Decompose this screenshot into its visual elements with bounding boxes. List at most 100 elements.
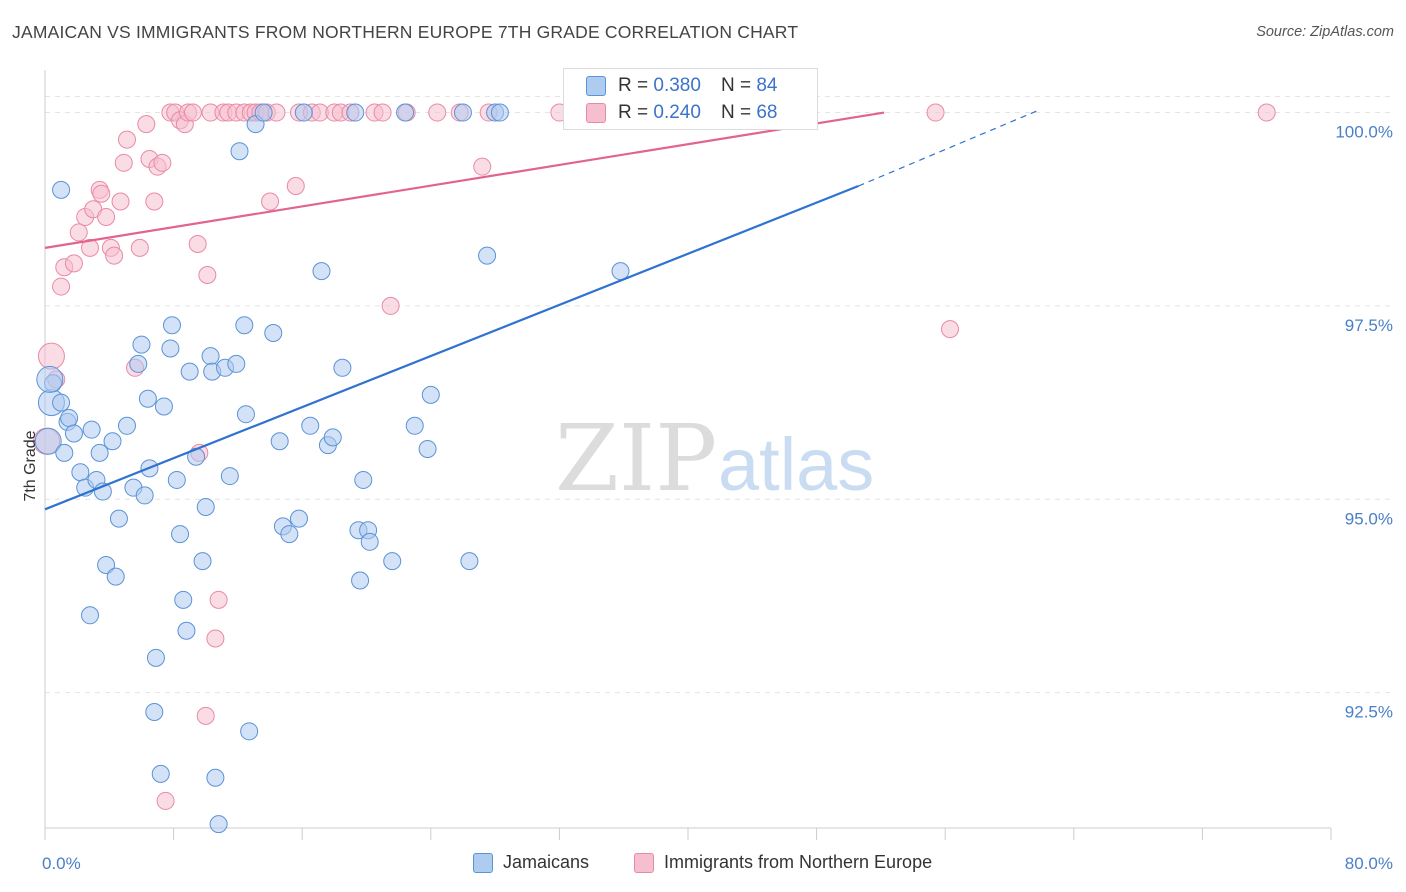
point-jamaicans	[264, 323, 283, 342]
point-jamaicans	[220, 467, 239, 486]
point-jamaicans	[270, 432, 289, 451]
point-jamaicans	[333, 358, 352, 377]
point-jamaicans	[312, 262, 331, 281]
swatch-immigrants	[586, 103, 606, 123]
point-jamaicans	[354, 470, 373, 489]
point-immigrants	[261, 192, 280, 211]
point-immigrants	[37, 342, 65, 370]
trend-line-jamaicans-extension	[858, 110, 1038, 187]
point-jamaicans	[55, 443, 74, 462]
point-jamaicans	[154, 397, 173, 416]
point-immigrants	[473, 157, 492, 176]
trend-line-jamaicans	[44, 184, 859, 511]
point-immigrants	[81, 238, 100, 257]
point-immigrants	[1257, 103, 1276, 122]
point-immigrants	[156, 791, 175, 810]
point-jamaicans	[236, 405, 255, 424]
point-jamaicans	[196, 498, 215, 517]
point-jamaicans	[323, 428, 342, 447]
point-immigrants	[373, 103, 392, 122]
point-jamaicans	[201, 347, 220, 366]
bottom-legend: Jamaicans Immigrants from Northern Europ…	[0, 852, 1406, 876]
point-immigrants	[428, 103, 447, 122]
point-immigrants	[145, 192, 164, 211]
watermark-atlas: atlas	[718, 423, 874, 506]
point-jamaicans	[240, 722, 259, 741]
point-immigrants	[69, 223, 88, 242]
trend-lines	[44, 110, 1038, 511]
point-jamaicans	[235, 316, 254, 335]
point-jamaicans	[289, 509, 308, 528]
point-jamaicans	[81, 606, 100, 625]
point-jamaicans	[180, 362, 199, 381]
point-jamaicans	[64, 424, 83, 443]
point-immigrants	[64, 254, 83, 273]
chart-title: JAMAICAN VS IMMIGRANTS FROM NORTHERN EUR…	[12, 22, 799, 42]
point-immigrants	[926, 103, 945, 122]
point-jamaicans	[421, 385, 440, 404]
point-jamaicans	[301, 416, 320, 435]
point-jamaicans	[103, 432, 122, 451]
point-jamaicans	[346, 103, 365, 122]
n-value-blue: 84	[756, 75, 778, 96]
legend-label-immigrants: Immigrants from Northern Europe	[664, 852, 933, 872]
point-immigrants	[52, 277, 71, 296]
point-jamaicans	[97, 556, 116, 575]
point-immigrants	[286, 177, 305, 196]
y-axis-label: 7th Grade	[22, 430, 39, 501]
point-jamaicans	[490, 103, 509, 122]
point-jamaicans	[106, 567, 125, 586]
legend-item-immigrants[interactable]: Immigrants from Northern Europe	[634, 852, 932, 873]
point-jamaicans	[161, 339, 180, 358]
point-immigrants	[183, 103, 202, 122]
y-tick-label: 100.0%	[1335, 123, 1393, 142]
point-jamaicans	[90, 443, 109, 462]
point-jamaicans	[167, 470, 186, 489]
point-immigrants	[97, 207, 116, 226]
legend-label-jamaicans: Jamaicans	[503, 852, 590, 872]
point-jamaicans	[230, 142, 249, 161]
point-jamaicans	[138, 389, 157, 408]
point-jamaicans	[351, 571, 370, 590]
point-immigrants	[114, 153, 133, 172]
point-immigrants	[92, 184, 111, 203]
x-tick-label: 0.0%	[42, 854, 81, 873]
swatch-jamaicans	[586, 76, 606, 96]
watermark-zip: ZIP	[555, 405, 717, 512]
point-jamaicans	[453, 103, 472, 122]
point-immigrants	[111, 192, 130, 211]
legend-item-jamaicans[interactable]: Jamaicans	[473, 852, 589, 873]
point-jamaicans	[109, 509, 128, 528]
point-immigrants	[188, 235, 207, 254]
point-jamaicans	[174, 590, 193, 609]
point-jamaicans	[135, 486, 154, 505]
y-tick-label: 97.5%	[1345, 316, 1393, 335]
point-jamaicans	[177, 621, 196, 640]
trend-line-immigrants	[44, 111, 885, 249]
point-jamaicans	[162, 316, 181, 335]
point-jamaicans	[396, 103, 415, 122]
point-immigrants	[209, 590, 228, 609]
point-jamaicans	[254, 103, 273, 122]
point-immigrants	[196, 706, 215, 725]
point-immigrants	[130, 238, 149, 257]
point-jamaicans	[52, 393, 71, 412]
point-jamaicans	[193, 552, 212, 571]
point-immigrants	[198, 265, 217, 284]
point-immigrants	[381, 296, 400, 315]
point-jamaicans	[206, 768, 225, 787]
legend-swatch-immigrants	[634, 852, 654, 873]
point-immigrants	[941, 320, 960, 339]
point-jamaicans	[129, 354, 148, 373]
r-value-blue: 0.380	[653, 75, 701, 96]
stats-row-jamaicans: R = 0.380 N = 84	[586, 73, 777, 99]
point-jamaicans	[132, 335, 151, 354]
r-value-pink: 0.240	[653, 102, 701, 123]
point-immigrants	[206, 629, 225, 648]
r-label-blue: R =	[618, 75, 649, 96]
r-label-pink: R =	[618, 102, 649, 123]
point-jamaicans	[383, 552, 402, 571]
point-jamaicans	[294, 103, 313, 122]
point-immigrants	[105, 246, 124, 265]
